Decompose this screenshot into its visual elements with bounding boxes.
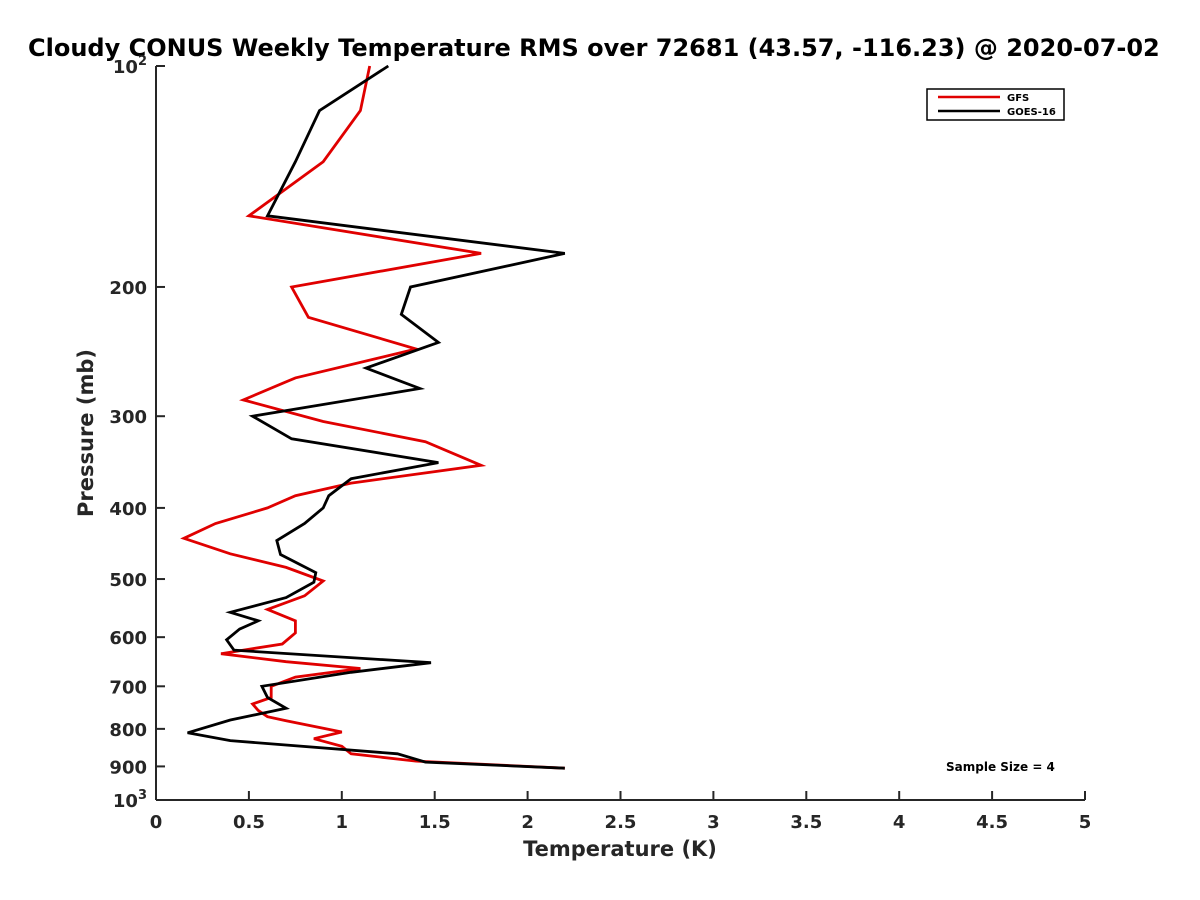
x-axis-ticks: 0 0.5 1 1.5 2 2.5 3 3.5 4 4.5 5 (150, 791, 1092, 833)
sample-size-annotation: Sample Size = 4 (946, 760, 1055, 774)
x-tick-label: 1 (336, 812, 349, 833)
plot-area: 0 0.5 1 1.5 2 2.5 3 3.5 4 4.5 5 102 200 300 400 500 600… (109, 54, 1091, 833)
legend-box (926, 88, 1065, 121)
y-tick-label: 900 (109, 757, 147, 778)
y-tick-label: 300 (109, 407, 147, 428)
x-tick-label: 4 (893, 812, 906, 833)
x-tick-label: 0.5 (233, 812, 265, 833)
y-tick-label: 400 (109, 499, 147, 520)
y-tick-label: 600 (109, 628, 147, 649)
x-tick-label: 4.5 (976, 812, 1008, 833)
y-tick-label: 102 (113, 54, 147, 78)
x-tick-label: 3.5 (790, 812, 822, 833)
series-line-goes-16 (187, 64, 566, 770)
chart-title: Cloudy CONUS Weekly Temperature RMS over… (28, 34, 1160, 62)
y-axis-label: Pressure (mb) (74, 349, 98, 517)
y-tick-label: 500 (109, 570, 147, 591)
legend-label-goes-16: GOES-16 (1007, 107, 1056, 118)
x-tick-label: 3 (707, 812, 720, 833)
x-tick-label: 2 (521, 812, 534, 833)
y-tick-label: 200 (109, 278, 147, 299)
y-tick-label: 700 (109, 677, 147, 698)
x-tick-label: 0 (150, 812, 163, 833)
legend: GFS GOES-16 (926, 88, 1065, 121)
series-group (180, 64, 566, 770)
legend-label-gfs: GFS (1007, 93, 1029, 104)
y-tick-label: 103 (113, 788, 147, 812)
x-axis-label: Temperature (K) (523, 837, 717, 861)
x-tick-label: 5 (1079, 812, 1092, 833)
series-line-gfs (180, 65, 565, 770)
x-tick-label: 2.5 (605, 812, 637, 833)
y-axis-ticks: 102 200 300 400 500 600 700 800 900 103 (109, 54, 165, 812)
y-tick-label: 800 (109, 720, 147, 741)
x-tick-label: 1.5 (419, 812, 451, 833)
